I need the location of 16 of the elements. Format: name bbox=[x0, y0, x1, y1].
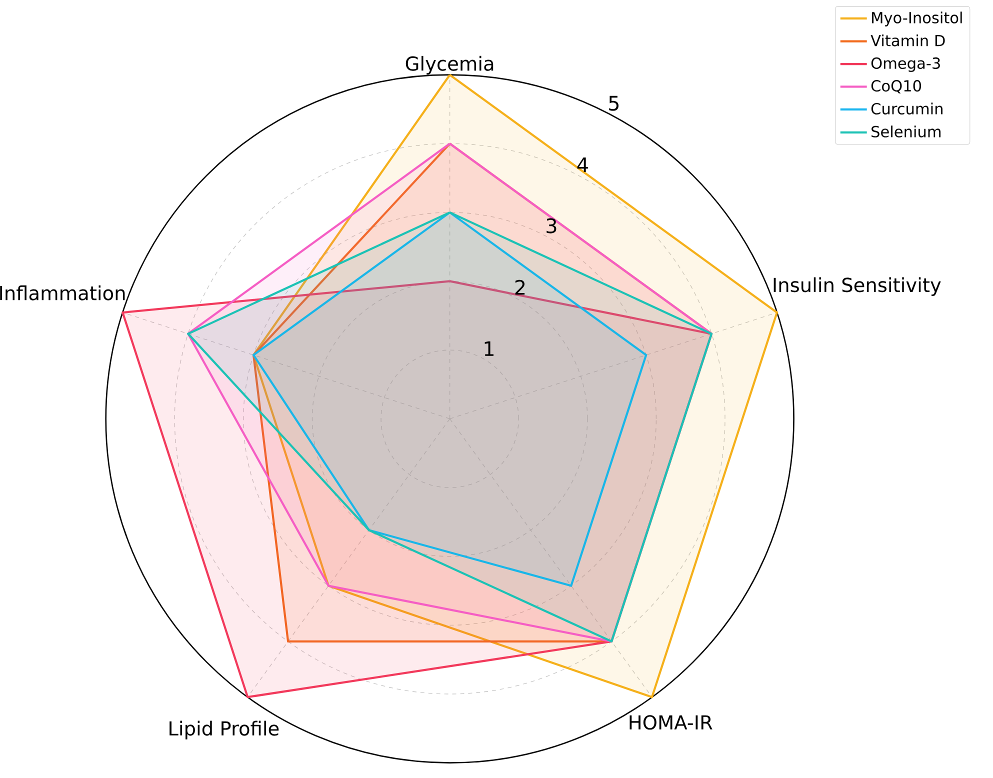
y-tick-label: 1 bbox=[484, 341, 494, 356]
spoke-label: Inflammation bbox=[0, 285, 125, 300]
legend-label: Selenium bbox=[872, 126, 941, 138]
y-tick-label: 2 bbox=[515, 280, 525, 295]
y-tick-label: 5 bbox=[609, 96, 619, 111]
legend-label: Curcumin bbox=[871, 102, 942, 115]
y-tick-label: 4 bbox=[577, 158, 588, 172]
legend-label: Myo-Inositol bbox=[872, 12, 962, 26]
legend-label: Omega-3 bbox=[871, 57, 940, 72]
spoke-label: HOMA-IR bbox=[630, 715, 712, 730]
spoke-label: Lipid Profile bbox=[170, 720, 279, 740]
y-tick-label: 3 bbox=[546, 218, 556, 234]
legend-label: CoQ10 bbox=[871, 80, 922, 94]
spoke-label: Glycemia bbox=[406, 56, 494, 75]
legend-label: Vitamin D bbox=[870, 34, 945, 46]
spoke-label: Insulin Sensitivity bbox=[774, 277, 941, 296]
